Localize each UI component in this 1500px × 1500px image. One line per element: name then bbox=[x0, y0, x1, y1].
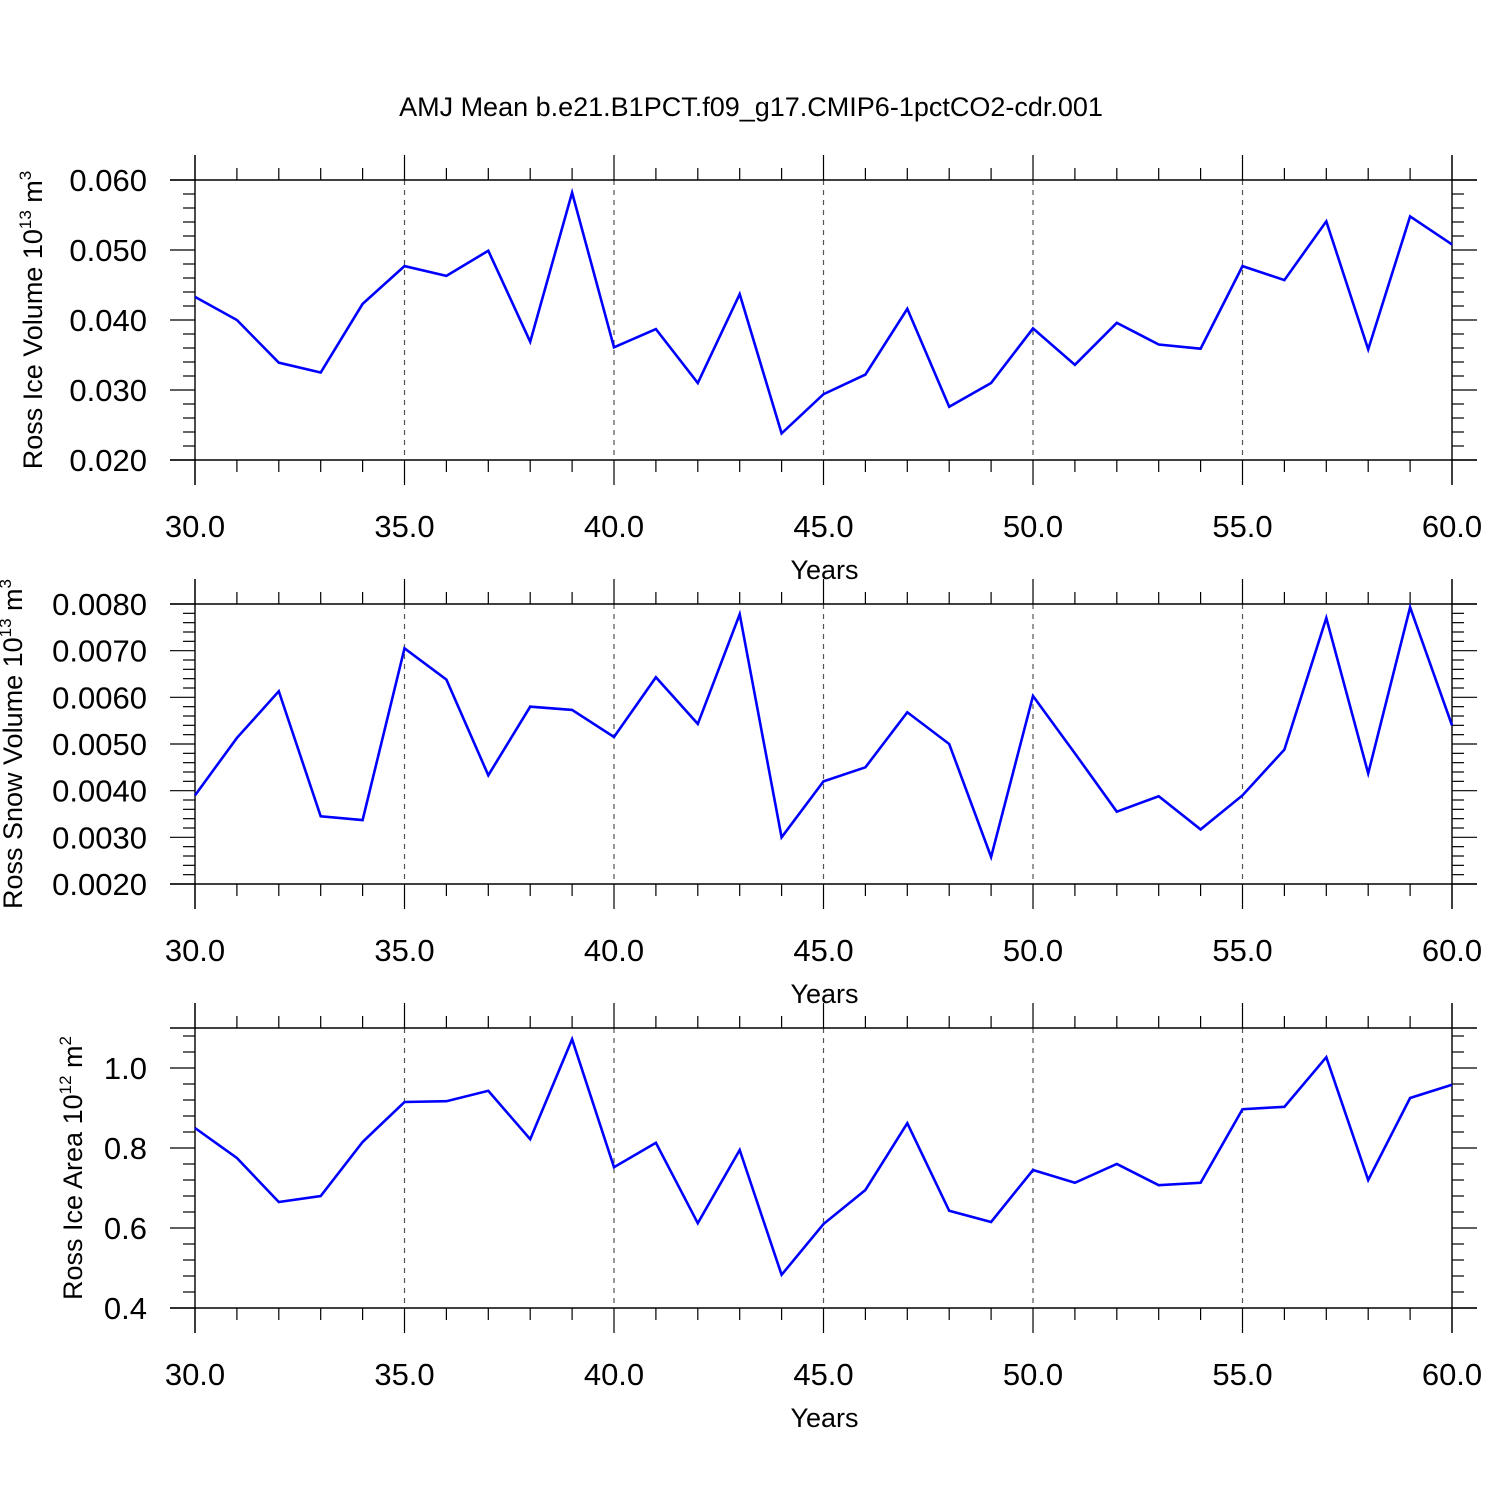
x-axis-label: Years bbox=[790, 1403, 858, 1433]
y-axis-label: Ross Ice Volume 1013 m3 bbox=[16, 171, 48, 470]
y-tick-label: 0.0080 bbox=[52, 587, 147, 622]
x-tick-label: 60.0 bbox=[1422, 509, 1482, 544]
y-tick-label: 0.050 bbox=[69, 233, 147, 268]
x-tick-label: 50.0 bbox=[1003, 509, 1063, 544]
panel-1: 0.020 0.030 0.040 0.050 0.060 30.0 35.0 40.0 45.… bbox=[16, 155, 1482, 585]
y-tick-label: 0.0040 bbox=[52, 774, 147, 809]
x-tick-label: 60.0 bbox=[1422, 1357, 1482, 1392]
y-tick-label: 0.4 bbox=[104, 1291, 147, 1326]
y-tick-label: 0.0060 bbox=[52, 680, 147, 715]
chart-title: AMJ Mean b.e21.B1PCT.f09_g17.CMIP6-1pctC… bbox=[399, 92, 1103, 122]
x-tick-label: 40.0 bbox=[584, 509, 644, 544]
x-axis-label: Years bbox=[790, 979, 858, 1009]
y-tick-label: 0.040 bbox=[69, 303, 147, 338]
x-tick-label: 40.0 bbox=[584, 933, 644, 968]
y-tick-label: 0.0070 bbox=[52, 634, 147, 669]
y-tick-label: 1.0 bbox=[104, 1051, 147, 1086]
x-axis-label: Years bbox=[790, 555, 858, 585]
x-tick-label: 30.0 bbox=[165, 933, 225, 968]
y-tick-label: 0.0030 bbox=[52, 820, 147, 855]
y-tick-label: 0.6 bbox=[104, 1211, 147, 1246]
x-tick-label: 55.0 bbox=[1212, 509, 1272, 544]
y-tick-label: 0.020 bbox=[69, 443, 147, 478]
x-tick-label: 55.0 bbox=[1212, 1357, 1272, 1392]
x-tick-label: 30.0 bbox=[165, 509, 225, 544]
x-tick-label: 45.0 bbox=[793, 933, 853, 968]
x-tick-label: 35.0 bbox=[374, 933, 434, 968]
x-tick-label: 30.0 bbox=[165, 1357, 225, 1392]
panel-2: 0.0020 0.0030 0.0040 0.0050 0.0060 0.0070 0.00… bbox=[0, 579, 1482, 1009]
x-tick-label: 45.0 bbox=[793, 1357, 853, 1392]
x-tick-label: 50.0 bbox=[1003, 933, 1063, 968]
y-tick-label: 0.0050 bbox=[52, 727, 147, 762]
y-tick-label: 0.030 bbox=[69, 373, 147, 408]
x-tick-label: 55.0 bbox=[1212, 933, 1272, 968]
y-axis-label: Ross Ice Area 1012 m2 bbox=[56, 1036, 88, 1300]
panels: 0.020 0.030 0.040 0.050 0.060 30.0 35.0 40.0 45.… bbox=[0, 155, 1482, 1433]
x-tick-label: 35.0 bbox=[374, 509, 434, 544]
x-tick-label: 40.0 bbox=[584, 1357, 644, 1392]
x-tick-label: 35.0 bbox=[374, 1357, 434, 1392]
y-tick-label: 0.0020 bbox=[52, 867, 147, 902]
x-tick-label: 45.0 bbox=[793, 509, 853, 544]
x-tick-label: 60.0 bbox=[1422, 933, 1482, 968]
y-tick-label: 0.060 bbox=[69, 163, 147, 198]
x-tick-label: 50.0 bbox=[1003, 1357, 1063, 1392]
panel-3: 0.4 0.6 0.8 1.0 30.0 35.0 40.0 45.0 50.0 55.0 60.0… bbox=[56, 1003, 1482, 1433]
y-tick-label: 0.8 bbox=[104, 1131, 147, 1166]
y-axis-label: Ross Snow Volume 1013 m3 bbox=[0, 579, 28, 909]
